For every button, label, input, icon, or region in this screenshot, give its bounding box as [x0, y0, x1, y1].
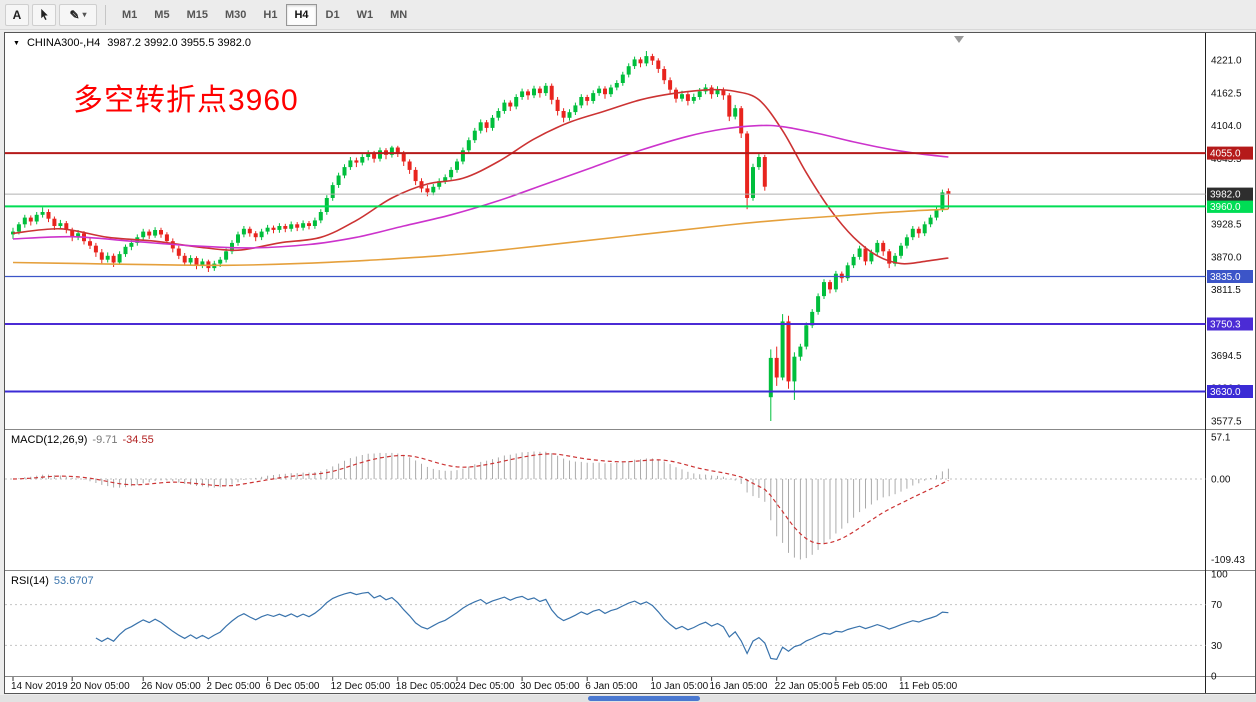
- timeframe-button-d1[interactable]: D1: [318, 4, 348, 26]
- scrollbar-thumb[interactable]: [588, 696, 700, 701]
- chart-area: 4221.04162.54104.04045.53987.03928.53870…: [4, 32, 1256, 694]
- svg-text:6 Jan 05:00: 6 Jan 05:00: [585, 681, 638, 692]
- svg-text:2 Dec 05:00: 2 Dec 05:00: [206, 681, 260, 692]
- svg-text:100: 100: [1211, 570, 1228, 581]
- svg-text:5 Feb 05:00: 5 Feb 05:00: [834, 681, 888, 692]
- svg-text:20 Nov 05:00: 20 Nov 05:00: [70, 681, 130, 692]
- macd-main-value: -9.71: [92, 434, 118, 446]
- chart-canvas[interactable]: 4221.04162.54104.04045.53987.03928.53870…: [5, 33, 1255, 693]
- cursor-icon: [40, 8, 48, 21]
- svg-text:3835.0: 3835.0: [1210, 272, 1241, 283]
- timeframe-button-h1[interactable]: H1: [255, 4, 285, 26]
- svg-text:4055.0: 4055.0: [1210, 149, 1241, 160]
- svg-text:22 Jan 05:00: 22 Jan 05:00: [775, 681, 833, 692]
- svg-text:6 Dec 05:00: 6 Dec 05:00: [266, 681, 320, 692]
- time-axis: 14 Nov 2019 20 Nov 05:00 26 Nov 05:00 2 Dec…: [11, 677, 958, 692]
- svg-text:3982.0: 3982.0: [1210, 190, 1241, 201]
- svg-text:30 Dec 05:00: 30 Dec 05:00: [520, 681, 580, 692]
- svg-text:26 Nov 05:00: 26 Nov 05:00: [141, 681, 201, 692]
- rsi-pane: 100 70 30 0: [5, 570, 1228, 683]
- toolbar-separator: [105, 4, 106, 25]
- svg-text:4162.5: 4162.5: [1211, 88, 1242, 99]
- draw-tools-dropdown[interactable]: ✎ ▾: [59, 3, 97, 26]
- svg-text:3630.0: 3630.0: [1210, 387, 1241, 398]
- svg-text:11 Feb 05:00: 11 Feb 05:00: [899, 681, 958, 692]
- timeframe-button-h4[interactable]: H4: [286, 3, 317, 26]
- chart-annotation-text[interactable]: 多空转折点3960: [73, 84, 299, 117]
- svg-text:30: 30: [1211, 641, 1223, 652]
- symbol-period-label: CHINA300-,H4: [26, 37, 101, 49]
- price-axis: 4221.04162.54104.04045.53987.03928.53870…: [1207, 55, 1253, 427]
- bottom-strip: [0, 695, 1256, 702]
- svg-text:3811.5: 3811.5: [1211, 285, 1241, 296]
- timeframe-button-m30[interactable]: M30: [217, 4, 254, 26]
- ma-mid-magenta: [12, 124, 949, 249]
- timeframe-button-w1[interactable]: W1: [349, 4, 382, 26]
- svg-text:3928.5: 3928.5: [1211, 220, 1242, 231]
- chart-shift-icon: [954, 36, 964, 43]
- cursor-tool-button[interactable]: [32, 3, 56, 26]
- macd-signal-value: -34.55: [122, 434, 154, 446]
- svg-text:14 Nov 2019: 14 Nov 2019: [11, 681, 68, 692]
- svg-text:3694.5: 3694.5: [1211, 351, 1242, 362]
- pencil-icon: ✎: [69, 7, 80, 22]
- svg-text:4221.0: 4221.0: [1211, 55, 1242, 66]
- symbol-collapse-icon[interactable]: ▼: [13, 39, 20, 47]
- toolbar: A ✎ ▾ M1 M5 M15 M30 H1 H4 D1 W1 MN: [0, 0, 1256, 30]
- macd-pane: 57.1 0.00 -109.43: [5, 432, 1245, 566]
- svg-text:57.1: 57.1: [1211, 432, 1231, 443]
- price-pane: [5, 36, 1206, 421]
- svg-text:4104.0: 4104.0: [1211, 121, 1242, 132]
- dropdown-caret-icon: ▾: [82, 9, 87, 19]
- rsi-name: RSI(14): [11, 575, 49, 587]
- svg-text:16 Jan 05:00: 16 Jan 05:00: [710, 681, 768, 692]
- ma-fast-red: [12, 88, 949, 265]
- svg-text:0.00: 0.00: [1211, 475, 1231, 486]
- svg-text:18 Dec 05:00: 18 Dec 05:00: [396, 681, 456, 692]
- svg-text:0: 0: [1211, 672, 1217, 683]
- ma-slow-orange: [12, 208, 949, 267]
- svg-text:10 Jan 05:00: 10 Jan 05:00: [650, 681, 708, 692]
- svg-text:3870.0: 3870.0: [1211, 252, 1242, 263]
- text-tool-button[interactable]: A: [5, 3, 29, 26]
- timeframe-button-m5[interactable]: M5: [146, 4, 177, 26]
- timeframe-group: M1 M5 M15 M30 H1 H4 D1 W1 MN: [114, 3, 415, 26]
- svg-text:24 Dec 05:00: 24 Dec 05:00: [455, 681, 515, 692]
- chart-symbol-header: ▼ CHINA300-,H4 3987.2 3992.0 3955.5 3982…: [13, 37, 251, 49]
- timeframe-button-mn[interactable]: MN: [382, 4, 415, 26]
- svg-text:3577.5: 3577.5: [1211, 416, 1242, 427]
- svg-text:12 Dec 05:00: 12 Dec 05:00: [331, 681, 391, 692]
- svg-text:3750.3: 3750.3: [1210, 320, 1241, 331]
- timeframe-button-m15[interactable]: M15: [179, 4, 216, 26]
- svg-text:3960.0: 3960.0: [1210, 202, 1241, 213]
- svg-text:-109.43: -109.43: [1211, 555, 1245, 566]
- ohlc-label: 3987.2 3992.0 3955.5 3982.0: [107, 37, 252, 49]
- timeframe-button-m1[interactable]: M1: [114, 4, 145, 26]
- macd-name: MACD(12,26,9): [11, 434, 88, 446]
- rsi-value: 53.6707: [53, 575, 94, 587]
- rsi-indicator-label: RSI(14) 53.6707: [11, 575, 94, 587]
- svg-text:70: 70: [1211, 600, 1223, 611]
- macd-indicator-label: MACD(12,26,9) -9.71 -34.55: [11, 434, 154, 446]
